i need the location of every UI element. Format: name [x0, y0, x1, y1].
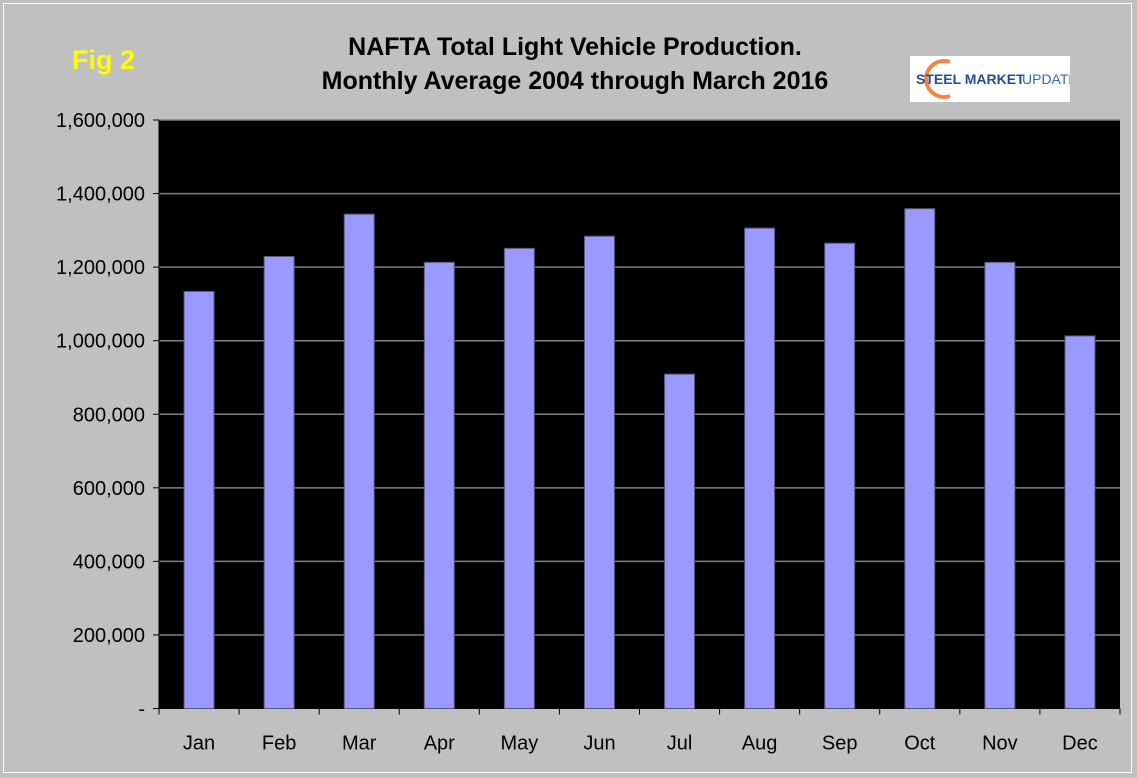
- y-tick-label: 1,400,000: [56, 184, 145, 206]
- x-tick-label: Jul: [667, 733, 693, 755]
- figure-label: Fig 2: [72, 45, 136, 75]
- y-tick-label: 600,000: [73, 478, 145, 500]
- x-tick-label: Sep: [822, 733, 858, 755]
- bar-dec: [1064, 335, 1096, 709]
- bar-sep: [824, 242, 856, 709]
- chart-frame: [3, 3, 1132, 773]
- bar-mar: [343, 213, 375, 709]
- x-tick-label: Jan: [183, 733, 215, 755]
- x-tick-label: Dec: [1062, 733, 1098, 755]
- chart-title-line-2: Monthly Average 2004 through March 2016: [321, 67, 829, 95]
- y-tick-label: 400,000: [73, 551, 145, 573]
- y-tick-label: 200,000: [73, 625, 145, 647]
- bar-jul: [664, 373, 696, 709]
- x-tick-label: Jun: [583, 733, 615, 755]
- chart-title-line-1: NAFTA Total Light Vehicle Production.: [348, 33, 802, 61]
- svg-text:STEEL MARKET: STEEL MARKET: [916, 71, 1025, 87]
- y-tick-label: 1,600,000: [56, 110, 145, 132]
- svg-text:UPDATE: UPDATE: [1022, 71, 1070, 87]
- x-tick-label: Aug: [742, 733, 778, 755]
- y-tick-label: 800,000: [73, 404, 145, 426]
- bar-oct: [904, 208, 936, 709]
- steel-market-update-logo: STEEL MARKET UPDATE: [910, 56, 1078, 102]
- y-tick-label: 1,200,000: [56, 257, 145, 279]
- y-tick-label: -: [138, 699, 145, 721]
- x-tick-label: Mar: [342, 733, 377, 755]
- bar-jan: [183, 290, 215, 709]
- y-tick-label: 1,000,000: [56, 331, 145, 353]
- x-tick-label: Feb: [262, 733, 296, 755]
- bar-feb: [263, 255, 295, 709]
- x-tick-label: Oct: [904, 733, 936, 755]
- bar-may: [503, 247, 535, 709]
- bar-jun: [583, 235, 615, 709]
- x-tick-label: Nov: [982, 733, 1018, 755]
- bar-aug: [744, 227, 776, 709]
- x-tick-label: May: [500, 733, 538, 755]
- bar-apr: [423, 261, 455, 709]
- x-tick-label: Apr: [424, 733, 455, 755]
- bar-nov: [984, 261, 1016, 709]
